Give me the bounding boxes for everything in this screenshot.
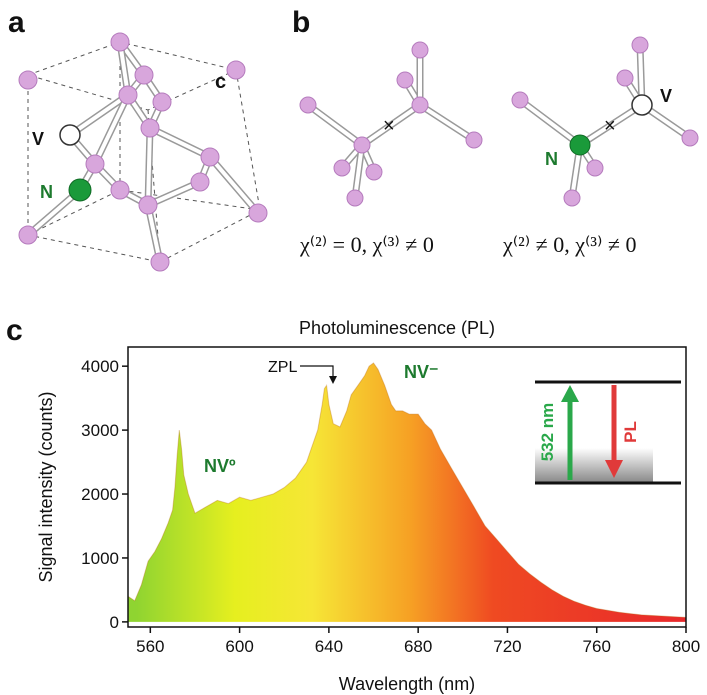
carbon-atom bbox=[353, 136, 371, 154]
fragment-left: × bbox=[299, 41, 483, 207]
emission-arrowhead bbox=[605, 460, 623, 478]
lattice-atoms bbox=[18, 32, 268, 272]
zpl-label: ZPL bbox=[268, 359, 297, 376]
bond-highlight bbox=[93, 93, 130, 166]
nv0-peak-label: NVº bbox=[204, 456, 236, 476]
carbon-atom bbox=[134, 65, 154, 85]
carbon-atom bbox=[365, 163, 383, 181]
carbon-atom bbox=[110, 32, 130, 52]
carbon-atom bbox=[150, 252, 170, 272]
bond-highlight bbox=[208, 155, 260, 215]
x-tick-label: 680 bbox=[404, 637, 432, 656]
panel-label-c: c bbox=[6, 314, 23, 347]
carbon-atom bbox=[85, 154, 105, 174]
carbon-atom bbox=[333, 159, 351, 177]
nitrogen-label: N bbox=[40, 182, 53, 202]
y-tick-label: 3000 bbox=[81, 421, 119, 440]
carbon-atom bbox=[411, 41, 429, 59]
carbon-atom bbox=[200, 147, 220, 167]
carbon-atom bbox=[152, 92, 172, 112]
ground-band bbox=[535, 448, 653, 482]
panel-label-a: a bbox=[8, 6, 25, 39]
x-tick-label: 640 bbox=[315, 637, 343, 656]
excitation-wavelength-label: 532 nm bbox=[538, 403, 557, 462]
bond-highlight bbox=[578, 103, 644, 147]
carbon-atom bbox=[465, 131, 483, 149]
carbon-atom bbox=[190, 172, 210, 192]
x-tick-label: 600 bbox=[225, 637, 253, 656]
bond-cut-mark: × bbox=[383, 115, 395, 137]
bond-highlight bbox=[353, 143, 364, 200]
x-tick-label: 800 bbox=[672, 637, 700, 656]
vacancy-label: V bbox=[660, 86, 672, 106]
carbon-atom bbox=[140, 118, 160, 138]
carbon-atom bbox=[226, 60, 246, 80]
vacancy-label: V bbox=[32, 129, 44, 149]
bond-highlight bbox=[518, 98, 582, 147]
y-axis-ticks: 0 1000 2000 3000 4000 bbox=[81, 357, 128, 632]
y-axis-label: Signal intensity (counts) bbox=[36, 391, 56, 582]
x-axis-ticks: 560 600 640 680 720 760 800 bbox=[136, 627, 700, 656]
x-tick-label: 760 bbox=[583, 637, 611, 656]
x-tick-label: 720 bbox=[493, 637, 521, 656]
nitrogen-atom bbox=[569, 134, 591, 156]
vacancy-site bbox=[59, 124, 81, 146]
carbon-atom bbox=[299, 96, 317, 114]
carbon-atom bbox=[616, 69, 634, 87]
crystal-axis-label: c bbox=[215, 71, 226, 93]
emission-label: PL bbox=[621, 421, 640, 443]
x-axis-label: Wavelength (nm) bbox=[339, 674, 475, 694]
y-tick-label: 4000 bbox=[81, 357, 119, 376]
carbon-atom bbox=[511, 91, 529, 109]
zpl-arrowhead bbox=[329, 376, 337, 384]
energy-level-inset: 532 nm PL bbox=[535, 380, 681, 485]
y-tick-label: 2000 bbox=[81, 485, 119, 504]
carbon-atom bbox=[396, 71, 414, 89]
carbon-atom bbox=[411, 96, 429, 114]
carbon-atom bbox=[248, 203, 268, 223]
carbon-atom bbox=[138, 195, 158, 215]
carbon-atom bbox=[631, 36, 649, 54]
y-tick-label: 1000 bbox=[81, 549, 119, 568]
carbon-atom bbox=[346, 189, 364, 207]
excitation-arrowhead bbox=[561, 385, 579, 402]
right-susceptibility-caption: χ⁽²⁾ ≠ 0, χ⁽³⁾ ≠ 0 bbox=[502, 232, 636, 257]
bond-cut-mark: × bbox=[604, 115, 616, 137]
plot-frame bbox=[127, 346, 687, 628]
carbon-atom bbox=[586, 159, 604, 177]
fragment-right: × V N bbox=[511, 36, 699, 207]
vacancy-site bbox=[631, 94, 653, 116]
y-tick-label: 0 bbox=[110, 613, 119, 632]
carbon-atom bbox=[18, 70, 38, 90]
pl-spectrum-area bbox=[128, 363, 686, 622]
left-susceptibility-caption: χ⁽²⁾ = 0, χ⁽³⁾ ≠ 0 bbox=[299, 232, 434, 257]
chart-title: Photoluminescence (PL) bbox=[299, 318, 495, 338]
carbon-atom bbox=[18, 225, 38, 245]
bond-highlight bbox=[68, 93, 130, 137]
carbon-atom bbox=[563, 189, 581, 207]
bond-highlight bbox=[360, 103, 422, 147]
nitrogen-atom bbox=[68, 178, 92, 202]
bond-highlight bbox=[148, 126, 212, 159]
bond-highlight bbox=[146, 126, 152, 207]
panel-label-b: b bbox=[292, 6, 310, 39]
carbon-atom bbox=[681, 129, 699, 147]
pl-chart: Photoluminescence (PL) 560 600 640 680 720 76… bbox=[36, 318, 700, 694]
nvminus-peak-label: NV⁻ bbox=[404, 362, 439, 382]
bond-highlight bbox=[418, 103, 476, 142]
x-tick-label: 560 bbox=[136, 637, 164, 656]
carbon-atom bbox=[118, 85, 138, 105]
zpl-pointer-line bbox=[300, 365, 334, 378]
bond-highlight bbox=[306, 103, 364, 147]
carbon-atom bbox=[110, 180, 130, 200]
diamond-lattice: V N c bbox=[18, 32, 268, 272]
nitrogen-label: N bbox=[545, 149, 558, 169]
pl-spectrum-line bbox=[127, 362, 687, 618]
bond-highlight bbox=[146, 203, 162, 264]
